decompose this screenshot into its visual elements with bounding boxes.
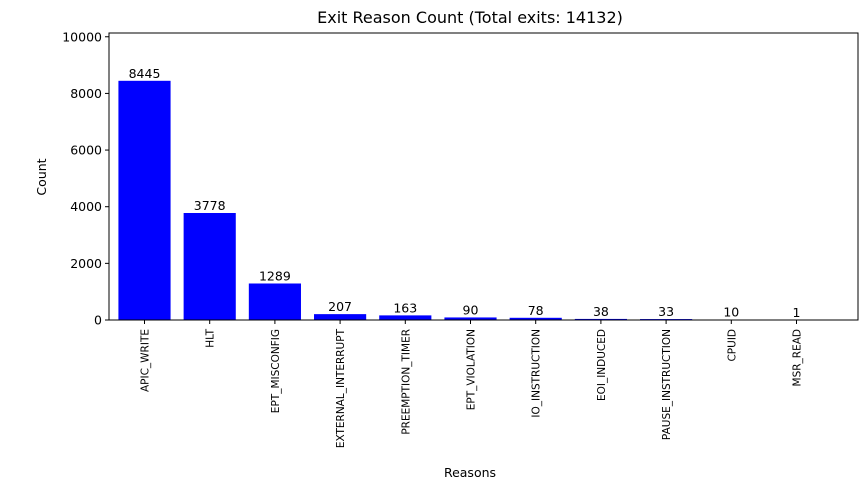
data-label: 8445 <box>129 66 161 81</box>
bar <box>248 283 301 320</box>
x-tick-label: APIC_WRITE <box>140 329 152 392</box>
data-label: 1289 <box>259 268 291 283</box>
bar <box>444 317 497 320</box>
y-tick-label: 2000 <box>70 256 102 271</box>
x-tick-label: CPUID <box>726 329 738 362</box>
x-tick-label: PREEMPTION_TIMER <box>400 329 412 435</box>
x-tick-label: MSR_READ <box>792 329 804 386</box>
y-tick-label: 0 <box>94 313 102 328</box>
x-tick-label: EPT_MISCONFIG <box>270 329 282 413</box>
y-axis-label: Count <box>34 158 49 195</box>
x-tick-label: PAUSE_INSTRUCTION <box>661 329 673 440</box>
data-label: 207 <box>328 299 352 314</box>
plot-area: 0 2000 4000 6000 8000 10000 8445 APIC_WRITE 3778… <box>62 29 823 448</box>
x-tick-label: EOI_INDUCED <box>596 329 608 401</box>
data-label: 33 <box>658 304 674 319</box>
plot-frame <box>108 32 859 321</box>
bar <box>574 318 627 320</box>
x-tick-label: HLT <box>205 328 217 347</box>
x-tick-label: EPT_VIOLATION <box>466 329 478 410</box>
bar <box>118 80 171 321</box>
x-axis-label: Reasons <box>444 465 496 480</box>
y-tick-label: 10000 <box>62 29 102 44</box>
data-label: 163 <box>393 300 417 315</box>
bar <box>183 212 236 320</box>
bar <box>379 315 432 320</box>
bar <box>509 317 562 320</box>
chart-title: Exit Reason Count (Total exits: 14132) <box>317 8 623 27</box>
data-label: 10 <box>723 305 739 320</box>
x-tick-label: IO_INSTRUCTION <box>531 329 543 418</box>
y-tick-label: 4000 <box>70 199 102 214</box>
data-label: 1 <box>793 305 801 320</box>
y-tick-label: 6000 <box>70 143 102 158</box>
data-label: 78 <box>528 303 544 318</box>
data-label: 3778 <box>194 198 226 213</box>
x-tick-label: EXTERNAL_INTERRUPT <box>335 328 347 448</box>
bar <box>314 314 367 320</box>
y-tick-label: 8000 <box>70 86 102 101</box>
data-label: 90 <box>463 302 479 317</box>
data-label: 38 <box>593 304 609 319</box>
